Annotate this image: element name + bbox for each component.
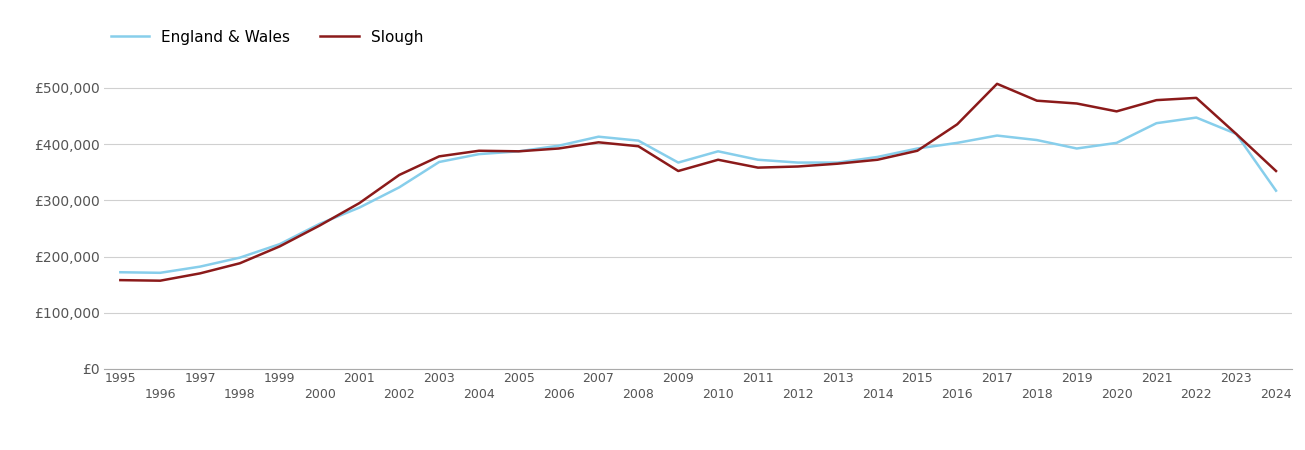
England & Wales	[949, 140, 964, 146]
England & Wales	[312, 221, 328, 226]
Line: Slough: Slough	[120, 84, 1276, 281]
Slough	[192, 270, 207, 276]
England & Wales	[471, 151, 487, 157]
Slough	[1228, 131, 1244, 137]
Slough	[232, 261, 248, 266]
Slough	[432, 154, 448, 159]
Slough	[312, 223, 328, 228]
Slough	[153, 278, 168, 284]
England & Wales	[790, 160, 805, 165]
Slough	[471, 148, 487, 153]
Slough	[1189, 95, 1205, 101]
Slough	[710, 157, 726, 162]
England & Wales	[153, 270, 168, 275]
Line: England & Wales: England & Wales	[120, 117, 1276, 273]
England & Wales	[1148, 121, 1164, 126]
Slough	[1030, 98, 1045, 104]
England & Wales	[630, 138, 646, 143]
Slough	[351, 200, 367, 206]
England & Wales	[1228, 131, 1244, 137]
England & Wales	[830, 160, 846, 165]
Slough	[830, 161, 846, 166]
Legend: England & Wales, Slough: England & Wales, Slough	[104, 24, 429, 51]
England & Wales	[551, 143, 566, 148]
Slough	[1069, 101, 1084, 106]
Slough	[949, 122, 964, 127]
Slough	[1148, 98, 1164, 103]
England & Wales	[271, 241, 287, 247]
Slough	[790, 164, 805, 169]
England & Wales	[671, 160, 686, 165]
Slough	[910, 148, 925, 153]
England & Wales	[512, 148, 527, 154]
England & Wales	[351, 205, 367, 210]
England & Wales	[591, 134, 607, 140]
England & Wales	[910, 146, 925, 151]
Slough	[671, 168, 686, 174]
England & Wales	[1109, 140, 1125, 146]
Slough	[630, 144, 646, 149]
England & Wales	[392, 184, 407, 190]
Slough	[271, 244, 287, 249]
England & Wales	[989, 133, 1005, 138]
England & Wales	[192, 264, 207, 269]
Slough	[750, 165, 766, 171]
Slough	[551, 146, 566, 151]
England & Wales	[1189, 115, 1205, 120]
England & Wales	[710, 148, 726, 154]
Slough	[591, 140, 607, 145]
England & Wales	[1069, 146, 1084, 151]
England & Wales	[750, 157, 766, 162]
Slough	[1109, 109, 1125, 114]
Slough	[869, 157, 885, 162]
England & Wales	[232, 255, 248, 260]
Slough	[392, 172, 407, 178]
England & Wales	[869, 154, 885, 160]
Slough	[512, 148, 527, 154]
Slough	[1268, 168, 1284, 174]
England & Wales	[1268, 188, 1284, 194]
Slough	[989, 81, 1005, 86]
Slough	[112, 277, 128, 283]
England & Wales	[1030, 137, 1045, 143]
England & Wales	[432, 159, 448, 165]
England & Wales	[112, 270, 128, 275]
